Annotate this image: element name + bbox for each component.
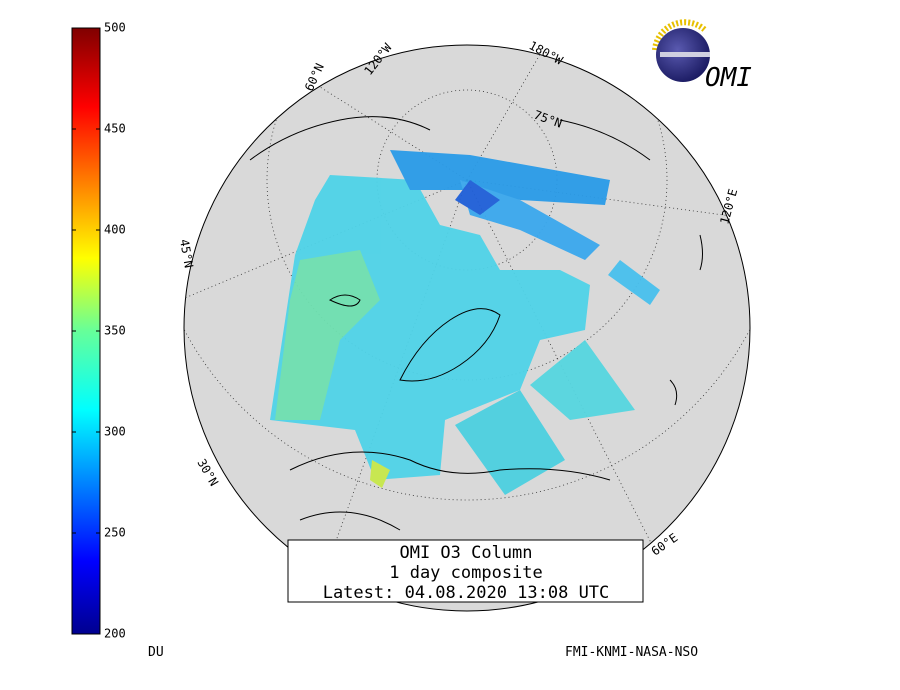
colorbar-tick-label: 200	[104, 627, 126, 641]
colorbar-ticks: 200 250 300 350 400 450 500	[72, 21, 126, 641]
colorbar-tick-label: 300	[104, 425, 126, 439]
colorbar-tick-label: 350	[104, 324, 126, 338]
graticule-label: 45°N	[177, 238, 196, 269]
graticule-label: 120°E	[717, 187, 740, 226]
credit: FMI-KNMI-NASA-NSO	[565, 645, 698, 660]
title-line: OMI O3 Column	[399, 543, 532, 563]
colorbar-tick-label: 450	[104, 122, 126, 136]
colorbar-tick-label: 250	[104, 526, 126, 540]
title-box	[287, 539, 644, 603]
omi-logo: OMI	[652, 19, 752, 93]
colorbar-tick-label: 500	[104, 21, 126, 35]
unit-label: DU	[148, 645, 164, 660]
title-line: 1 day composite	[389, 563, 543, 583]
logo-text: OMI	[705, 63, 752, 93]
colorbar-tick-label: 400	[104, 223, 126, 237]
title-line: Latest: 04.08.2020 13:08 UTC	[323, 583, 610, 603]
coastlines	[249, 116, 703, 531]
colorbar	[71, 27, 101, 635]
ozone-swaths	[270, 150, 660, 495]
